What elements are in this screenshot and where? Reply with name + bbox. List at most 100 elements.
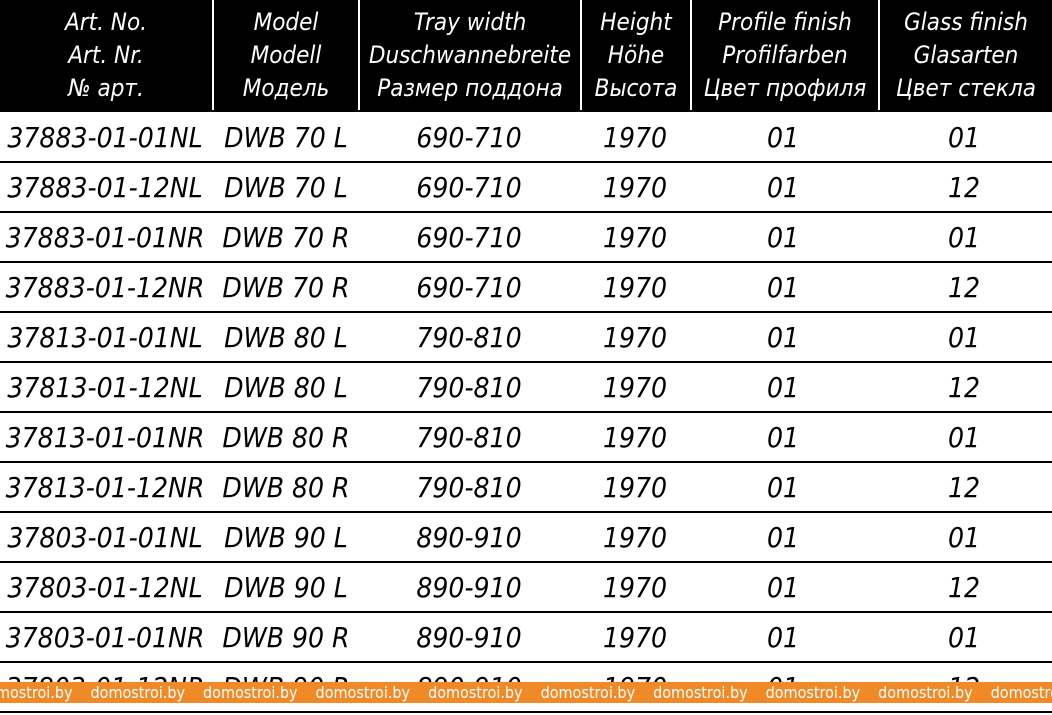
table-cell: 01 bbox=[766, 421, 800, 454]
table-cell: 01 bbox=[766, 521, 800, 554]
table-cell: 12 bbox=[947, 171, 981, 204]
table-cell: 1970 bbox=[602, 121, 668, 154]
watermark-text: domostroi.by bbox=[203, 683, 298, 702]
table-cell: 690-710 bbox=[416, 271, 522, 304]
table-cell: 1970 bbox=[602, 421, 668, 454]
table-cell: 1970 bbox=[602, 321, 668, 354]
table-cell: DWB 70 L bbox=[224, 171, 348, 204]
table-cell: DWB 80 L bbox=[224, 321, 348, 354]
row-divider bbox=[0, 511, 1052, 513]
header-line: Height bbox=[600, 8, 672, 36]
header-cell: Tray width Duschwannebreite Размер поддона bbox=[360, 0, 580, 110]
row-divider bbox=[0, 611, 1052, 613]
table-cell: 12 bbox=[947, 471, 981, 504]
header-line: Цвет профиля bbox=[703, 74, 867, 102]
table-cell: 37803-01-12NL bbox=[7, 571, 203, 604]
header-line: Цвет стекла bbox=[895, 74, 1037, 102]
watermark-text: domostroi.by bbox=[990, 683, 1052, 702]
table-cell: 1970 bbox=[602, 471, 668, 504]
table-cell: 01 bbox=[766, 471, 800, 504]
table-cell: 690-710 bbox=[416, 171, 522, 204]
row-divider bbox=[0, 110, 1052, 112]
table-cell: 01 bbox=[766, 371, 800, 404]
header-line: Размер поддона bbox=[377, 74, 563, 102]
table-cell: 790-810 bbox=[416, 371, 522, 404]
table-cell: 01 bbox=[766, 321, 800, 354]
table-cell: 01 bbox=[947, 221, 981, 254]
table-cell: 890-910 bbox=[416, 571, 522, 604]
table-cell: 12 bbox=[947, 371, 981, 404]
table-cell: 1970 bbox=[602, 271, 668, 304]
watermark-text: domostroi.by bbox=[878, 683, 973, 702]
table-cell: DWB 80 R bbox=[222, 471, 350, 504]
table-cell: 1970 bbox=[602, 221, 668, 254]
table-cell: 01 bbox=[766, 171, 800, 204]
header-line: Profilfarben bbox=[722, 41, 848, 69]
table-cell: 01 bbox=[947, 521, 981, 554]
table-cell: 37803-01-01NL bbox=[7, 521, 203, 554]
table-cell: 37813-01-12NL bbox=[7, 371, 203, 404]
table-cell: DWB 90 L bbox=[224, 521, 348, 554]
watermark-band: domostroi.by domostroi.by domostroi.by domo… bbox=[0, 682, 1052, 703]
header-line: Höhe bbox=[607, 41, 665, 69]
row-divider bbox=[0, 461, 1052, 463]
table-cell: 1970 bbox=[602, 521, 668, 554]
table-cell: 12 bbox=[947, 271, 981, 304]
header-cell: Glass finish Glasarten Цвет стекла bbox=[880, 0, 1052, 110]
table-cell: 37803-01-01NR bbox=[5, 621, 205, 654]
watermark-text: domostroi.by bbox=[0, 683, 73, 702]
table-cell: 01 bbox=[947, 421, 981, 454]
row-divider bbox=[0, 261, 1052, 263]
table-cell: 1970 bbox=[602, 171, 668, 204]
header-line: Model bbox=[253, 8, 319, 36]
table-cell: 1970 bbox=[602, 621, 668, 654]
table-cell: 37883-01-12NL bbox=[7, 171, 203, 204]
table-cell: 37813-01-12NR bbox=[5, 471, 205, 504]
row-divider bbox=[0, 211, 1052, 213]
table-cell: DWB 70 R bbox=[222, 221, 350, 254]
row-divider bbox=[0, 411, 1052, 413]
table-cell: DWB 90 R bbox=[222, 621, 350, 654]
row-divider bbox=[0, 361, 1052, 363]
table-cell: 01 bbox=[766, 121, 800, 154]
header-line: Duschwannebreite bbox=[368, 41, 572, 69]
watermark-text: domostroi.by bbox=[765, 683, 861, 702]
header-cell: Model Modell Модель bbox=[214, 0, 358, 110]
table-cell: 690-710 bbox=[416, 121, 522, 154]
table-cell: 890-910 bbox=[416, 621, 522, 654]
header-line: Art. Nr. bbox=[68, 41, 144, 69]
table-cell: 01 bbox=[766, 571, 800, 604]
header-line: Glasarten bbox=[913, 41, 1019, 69]
header-line: Art. No. bbox=[64, 8, 148, 36]
table-cell: DWB 70 L bbox=[224, 121, 348, 154]
table-cell: 37813-01-01NL bbox=[7, 321, 203, 354]
table-cell: 01 bbox=[766, 221, 800, 254]
header-cell: Profile finish Profilfarben Цвет профиля bbox=[692, 0, 878, 110]
header-cell: Height Höhe Высота bbox=[582, 0, 690, 110]
table-cell: 37813-01-01NR bbox=[5, 421, 205, 454]
table-cell: 890-910 bbox=[416, 521, 522, 554]
table-cell: 37883-01-12NR bbox=[5, 271, 205, 304]
row-divider bbox=[0, 711, 1052, 713]
table-cell: 37883-01-01NR bbox=[5, 221, 205, 254]
header-line: Tray width bbox=[413, 8, 527, 36]
header-line: Высота bbox=[594, 74, 678, 102]
table-cell: 790-810 bbox=[416, 321, 522, 354]
watermark-text: domostroi.by bbox=[428, 683, 523, 702]
table-cell: 01 bbox=[766, 271, 800, 304]
table-cell: 01 bbox=[947, 321, 981, 354]
table-cell: 37883-01-01NL bbox=[7, 121, 203, 154]
row-divider bbox=[0, 311, 1052, 313]
table-cell: 690-710 bbox=[416, 221, 522, 254]
table-cell: 01 bbox=[766, 621, 800, 654]
row-divider bbox=[0, 661, 1052, 663]
watermark-text: domostroi.by bbox=[653, 683, 748, 702]
table-cell: 01 bbox=[947, 121, 981, 154]
table-cell: DWB 90 L bbox=[224, 571, 348, 604]
header-line: Модель bbox=[242, 74, 330, 102]
table-cell: 12 bbox=[947, 571, 981, 604]
table-cell: 01 bbox=[947, 621, 981, 654]
table-cell: 1970 bbox=[602, 371, 668, 404]
header-line: Glass finish bbox=[904, 8, 1028, 36]
